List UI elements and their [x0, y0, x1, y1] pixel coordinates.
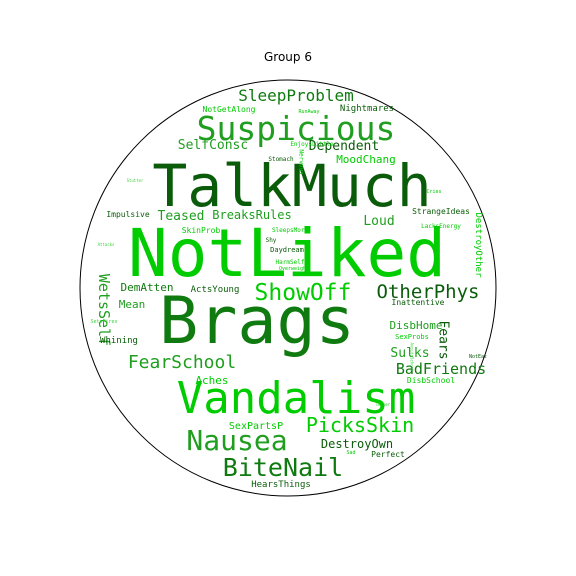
word-sad: Sad [346, 450, 355, 456]
word-fearschool: FearSchool [128, 352, 236, 373]
word-destroyown: DestroyOwn [321, 437, 393, 451]
word-disbhome: DisbHome [390, 319, 443, 332]
word-disbschool: DisbSchool [407, 376, 455, 385]
word-whining: Whining [100, 336, 138, 346]
word-impulsive: Impulsive [106, 210, 150, 219]
word-attacks: Attacks [98, 242, 115, 247]
word-sexpartsp: SexPartsP [229, 421, 283, 432]
word-teased: Teased [158, 209, 205, 224]
word-enjoyslittle: EnjoysLittle [290, 141, 334, 148]
word-dematten: DemAtten [121, 281, 174, 294]
word-noteat: NotEat [469, 354, 487, 360]
word-harmself: HarmSelf [276, 259, 305, 266]
word-notgetalong: NotGetAlong [203, 105, 256, 114]
word-sleepproblem: SleepProblem [238, 86, 354, 105]
word-skinprob: SkinProb [182, 226, 221, 235]
word-dependent: Dependent [309, 139, 379, 154]
word-inattentive: Inattentive [392, 298, 445, 307]
word-picksskin: PicksSkin [306, 413, 414, 437]
word-nervous: Nervous [298, 149, 305, 175]
word-notliked: NotLiked [128, 215, 446, 292]
word-strangeideas: StrangeIdeas [412, 207, 470, 216]
word-aches: Aches [195, 374, 228, 387]
word-bitenail: BiteNail [223, 453, 343, 482]
word-runaway: RunAway [298, 109, 319, 115]
word-avoidsschool: AvoidsSchool [410, 343, 415, 372]
word-talkmuch: TalkMuch [152, 152, 431, 220]
word-stomach: Stomach [268, 156, 294, 163]
word-lacksenergy: LacksEnergy [421, 223, 461, 230]
word-actsyoung: ActsYoung [191, 285, 240, 295]
word-nausea: Nausea [186, 424, 287, 457]
word-fears: Fears [436, 320, 451, 359]
word-brags: Brags [159, 284, 355, 359]
word-sleepsmore: SleepsMore [272, 227, 309, 234]
word-showoff: ShowOff [255, 280, 352, 306]
word-sulks: Sulks [390, 346, 429, 361]
word-stutter: Stutter [127, 178, 144, 183]
chart-title: Group 6 [264, 50, 312, 64]
word-loud: Loud [363, 214, 394, 229]
word-daydream: Daydream [270, 246, 304, 254]
word-cries: Cries [426, 189, 441, 195]
word-breaksrules: BreaksRules [212, 208, 291, 222]
word-otherphys: OtherPhys [377, 281, 480, 303]
word-badfriends: BadFriends [396, 360, 486, 378]
cloud-mask-outline [79, 79, 497, 497]
word-wetsself: WetsSelf [95, 274, 113, 346]
word-mean: Mean [119, 298, 146, 311]
word-moodchang: MoodChang [336, 153, 396, 166]
word-destroyother: DestroyOther [473, 212, 483, 278]
word-overweight: Overweight [279, 266, 309, 272]
word-hearsthings: HearsThings [251, 480, 311, 490]
word-nightmares: Nightmares [340, 104, 394, 114]
word-perfect: Perfect [371, 450, 405, 459]
word-shy: Shy [266, 237, 277, 244]
word-suspicious: Suspicious [197, 109, 396, 148]
word-sexprobs: SexProbs [395, 333, 429, 341]
word-selfconsc: SelfConsc [178, 138, 248, 153]
word-vandalism: Vandalism [177, 373, 415, 424]
word-setsfires: SetsFires [90, 319, 117, 325]
word-temper: Temper [376, 402, 391, 407]
